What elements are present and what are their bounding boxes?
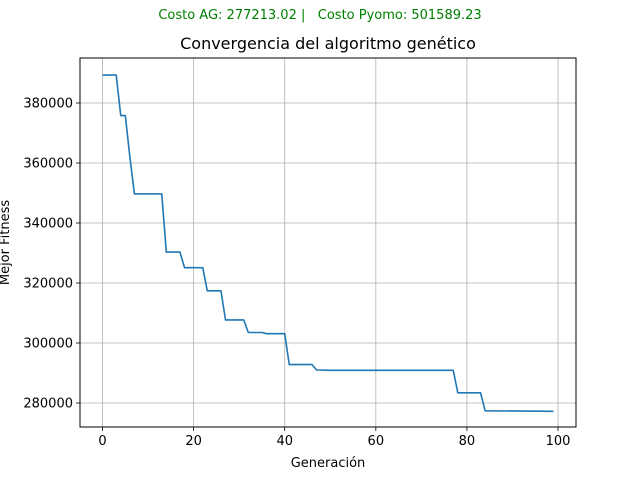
y-tick-label: 280000 — [23, 397, 73, 412]
grid-lines — [80, 58, 576, 427]
y-axis-label: Mejor Fitness — [0, 200, 13, 286]
x-tick-label: 20 — [185, 434, 202, 449]
data-layer — [102, 74, 554, 413]
x-tick-label: 100 — [546, 434, 571, 449]
y-tick-label: 380000 — [23, 97, 73, 112]
x-tick-label: 40 — [276, 434, 293, 449]
x-tick-label: 80 — [459, 434, 476, 449]
y-tick-label: 340000 — [23, 217, 73, 232]
x-axis-label: Generación — [291, 456, 366, 471]
plot-frame — [79, 57, 577, 428]
chart-title: Convergencia del algoritmo genético — [180, 34, 476, 53]
chart-suptitle: Costo AG: 277213.02 | Costo Pyomo: 50158… — [158, 8, 482, 23]
x-tick-label: 60 — [368, 434, 385, 449]
tick-layer: 0 20 40 60 80 100 280000 300000 320000 340000 3600… — [23, 97, 570, 450]
x-tick-label: 0 — [98, 434, 106, 449]
y-tick-label: 360000 — [23, 157, 73, 172]
y-tick-label: 320000 — [23, 277, 73, 292]
y-tick-label: 300000 — [23, 337, 73, 352]
series-line-0 — [102, 74, 554, 413]
